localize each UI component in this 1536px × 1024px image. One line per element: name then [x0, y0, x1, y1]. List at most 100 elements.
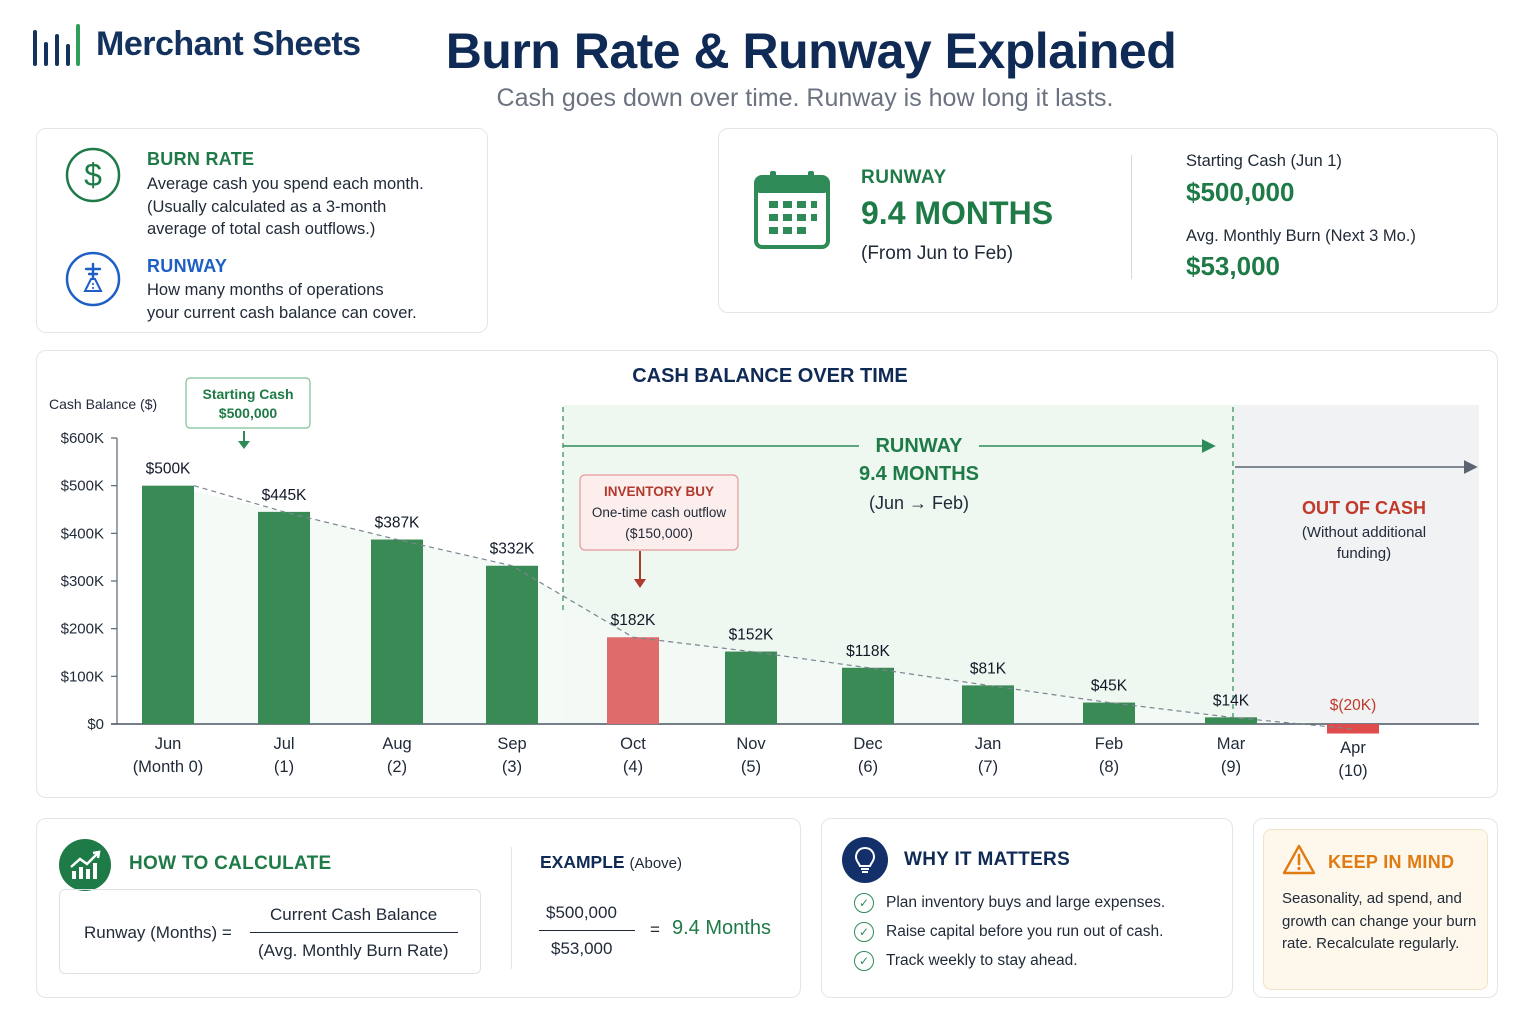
check-icon: ✓: [854, 951, 874, 971]
bar-value-label: $45K: [1091, 678, 1128, 695]
why-it-matters-title: WHY IT MATTERS: [904, 849, 1071, 870]
formula-box: Runway (Months) = Current Cash Balance (…: [59, 889, 481, 974]
y-tick-label: $0: [87, 716, 104, 733]
how-to-calculate-title: HOW TO CALCULATE: [129, 853, 332, 874]
why-it-matters-card: WHY IT MATTERS ✓ Plan inventory buys and…: [821, 818, 1233, 998]
arrow-down-icon: [634, 579, 646, 588]
lightbulb-icon: [842, 837, 888, 883]
divider: [1131, 155, 1132, 279]
bar-chart-logo-icon: [33, 24, 80, 66]
bar-value-label: $152K: [729, 627, 774, 644]
y-tick-label: $500K: [61, 478, 104, 495]
y-tick-label: $300K: [61, 573, 104, 590]
list-item: ✓ Plan inventory buys and large expenses…: [854, 893, 1165, 913]
formula-numerator: Current Cash Balance: [270, 905, 438, 924]
trend-area: [168, 485, 1353, 724]
bar-value-label: $14K: [1213, 692, 1250, 709]
chart-title: CASH BALANCE OVER TIME: [632, 365, 908, 387]
inventory-buy-title: INVENTORY BUY: [604, 484, 714, 499]
warning-icon: [1282, 844, 1316, 875]
runway-annotation-value: 9.4 MONTHS: [859, 463, 979, 485]
trend-line: [193, 485, 1354, 730]
bar: [258, 511, 310, 724]
y-tick-label: $400K: [61, 525, 104, 542]
y-tick-label: $100K: [61, 668, 104, 685]
x-tick-sublabel: (3): [502, 758, 522, 776]
bar: [1205, 717, 1257, 724]
arrow-down-icon: [238, 441, 250, 449]
dollar-icon: $: [65, 147, 121, 203]
avg-burn-label: Avg. Monthly Burn (Next 3 Mo.): [1186, 227, 1416, 245]
burn-rate-description: Average cash you spend each month. (Usua…: [147, 175, 424, 238]
bar: [1083, 702, 1135, 724]
list-item: ✓ Raise capital before you run out of ca…: [854, 922, 1163, 942]
bar: [962, 685, 1014, 724]
bar: [607, 637, 659, 724]
starting-cash-title: Starting Cash: [202, 386, 293, 402]
inventory-buy-line1: One-time cash outflow: [592, 505, 727, 520]
starting-cash-callout: [185, 377, 311, 429]
bar: [142, 485, 194, 724]
x-tick-sublabel: (5): [741, 758, 761, 776]
plane-icon: [65, 251, 121, 307]
x-tick-label: Apr: [1340, 739, 1366, 757]
out-of-cash-title: OUT OF CASH: [1302, 498, 1426, 518]
inventory-buy-line2: ($150,000): [625, 525, 693, 541]
bar-value-label: $445K: [262, 487, 307, 504]
bar: [842, 667, 894, 724]
x-tick-label: Jul: [273, 735, 294, 753]
check-icon: ✓: [854, 893, 874, 913]
example-title: EXAMPLE (Above): [540, 852, 683, 872]
brand-name: Merchant Sheets: [96, 24, 361, 63]
out-of-cash-line2: funding): [1337, 545, 1391, 562]
cash-balance-chart: CASH BALANCE OVER TIME Cash Balance ($) $0…: [49, 365, 1479, 780]
bar: [486, 565, 538, 724]
example-numerator: $500,000: [546, 903, 617, 922]
bar-value-label: $500K: [146, 461, 191, 478]
keep-in-mind-card: KEEP IN MIND Seasonality, ad spend, and …: [1253, 818, 1498, 998]
x-tick-label: Jun: [155, 735, 182, 753]
how-to-calculate-card: HOW TO CALCULATE Runway (Months) = Curre…: [36, 818, 801, 998]
bar: [371, 539, 423, 724]
x-tick-sublabel: (2): [387, 758, 407, 776]
example-result: 9.4 Months: [672, 917, 771, 939]
x-tick-sublabel: (1): [274, 758, 294, 776]
y-axis-label: Cash Balance ($): [49, 396, 157, 412]
brand-logo: Merchant Sheets: [30, 22, 361, 66]
bar-value-label: $332K: [490, 541, 535, 558]
trend-up-icon: [59, 839, 111, 891]
keep-in-mind-title: KEEP IN MIND: [1328, 852, 1455, 872]
bar-value-label: $118K: [846, 643, 890, 660]
calendar-icon: [754, 171, 830, 249]
bar: [1327, 724, 1379, 734]
keep-in-mind-text: Seasonality, ad spend, and growth can ch…: [1282, 890, 1477, 952]
starting-cash-value: $500,000: [219, 405, 278, 421]
x-tick-label: Nov: [736, 735, 766, 753]
runway-annotation-title: RUNWAY: [875, 435, 963, 457]
list-item: ✓ Track weekly to stay ahead.: [854, 951, 1078, 971]
cash-balance-chart-card: CASH BALANCE OVER TIME Cash Balance ($) $0…: [36, 350, 1498, 798]
page-subtitle: Cash goes down over time. Runway is how …: [496, 84, 1114, 112]
out-of-cash-line1: (Without additional: [1302, 524, 1426, 541]
example-equals: =: [650, 920, 660, 939]
inventory-buy-callout: [579, 474, 739, 551]
x-tick-label: Aug: [382, 735, 411, 753]
x-tick-sublabel: (Month 0): [133, 758, 204, 776]
x-tick-label: Jan: [975, 735, 1002, 753]
x-tick-sublabel: (8): [1099, 758, 1119, 776]
bar-value-label: $387K: [375, 515, 420, 532]
bar: [725, 651, 777, 724]
svg-text:$: $: [84, 157, 102, 193]
starting-cash-label: Starting Cash (Jun 1): [1186, 152, 1342, 170]
page-title: Burn Rate & Runway Explained: [445, 23, 1177, 79]
runway-range: (From Jun to Feb): [861, 243, 1014, 264]
bar-value-label: $(20K): [1330, 697, 1377, 714]
x-tick-sublabel: (4): [623, 758, 643, 776]
x-tick-label: Mar: [1217, 735, 1246, 753]
runway-value: 9.4 MONTHS: [861, 195, 1054, 231]
x-tick-label: Feb: [1095, 735, 1123, 753]
check-icon: ✓: [854, 922, 874, 942]
fraction-bar: [539, 930, 635, 931]
fraction-bar: [250, 932, 458, 933]
starting-cash-value: $500,000: [1186, 177, 1295, 207]
